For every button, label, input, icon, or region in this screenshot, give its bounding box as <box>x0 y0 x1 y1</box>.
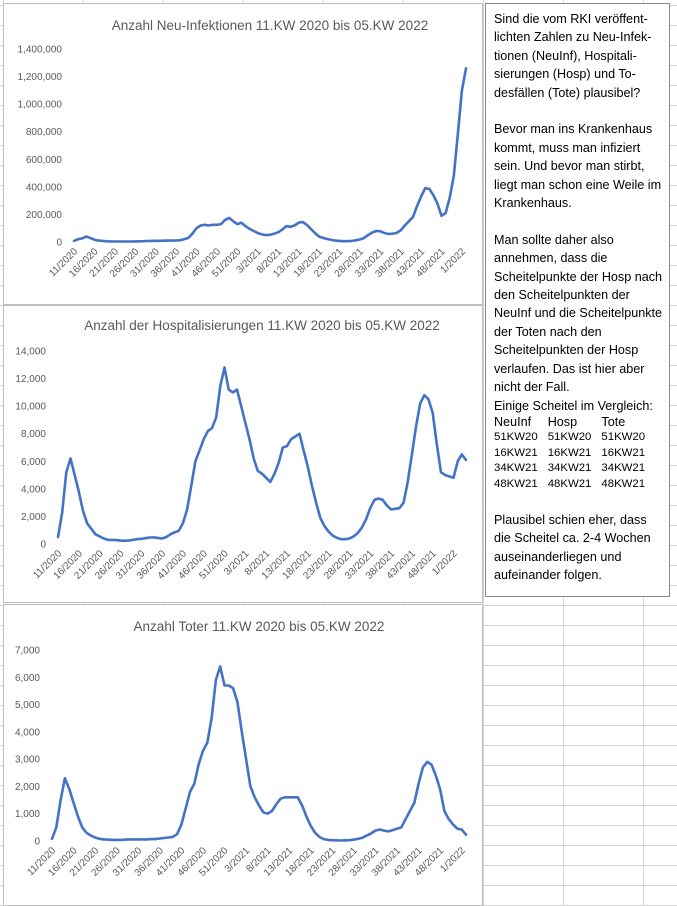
chart-title: Anzahl der Hospitalisierungen 11.KW 2020… <box>84 318 439 333</box>
note-conclusion: Plausibel schien eher, dass die Scheitel… <box>494 512 651 583</box>
y-tick-label: 1,400,000 <box>18 45 63 56</box>
y-tick-label: 3,000 <box>15 755 40 766</box>
peak-table-row: 48KW21 48KW21 48KW21 <box>494 477 655 493</box>
peak-cell: 48KW21 <box>601 477 646 490</box>
chart-hospitalisierungen-svg: Anzahl der Hospitalisierungen 11.KW 2020… <box>15 318 468 582</box>
x-tick-label: 1/2022 <box>438 845 468 875</box>
peak-cell: 48KW21 <box>494 477 538 490</box>
y-tick-label: 4,000 <box>15 727 40 738</box>
peak-table-row: 51KW20 51KW20 51KW20 <box>494 430 655 446</box>
peak-cell: 16KW21 <box>601 446 646 459</box>
chart-title: Anzahl Toter 11.KW 2020 bis 05.KW 2022 <box>134 619 385 634</box>
y-tick-label: 1,000 <box>15 809 40 820</box>
peak-cell: 51KW20 <box>494 431 538 444</box>
y-tick-label: 1,000,000 <box>18 100 63 111</box>
header-neuinf: NeuInf <box>494 414 532 429</box>
peak-table-row: 16KW21 16KW21 16KW21 <box>494 446 655 462</box>
peak-table-row: 34KW21 34KW21 34KW21 <box>494 461 655 477</box>
note-paragraph-2: Bevor man ins Krankenhaus kommt, muss ma… <box>494 122 662 211</box>
y-tick-label: 400,000 <box>26 182 63 193</box>
note-paragraph-1: Sind die vom RKI veröffent-lichten Zahle… <box>494 12 652 100</box>
series-line <box>50 665 468 842</box>
peak-cell: 16KW21 <box>547 446 592 459</box>
y-tick-label: 14,000 <box>15 347 46 358</box>
y-tick-label: 8,000 <box>21 429 46 440</box>
peak-cell: 34KW21 <box>494 462 538 475</box>
peak-cell: 48KW21 <box>547 477 592 490</box>
peak-comparison-table: NeuInf Hosp Tote 51KW20 51KW20 51KW20 16… <box>494 415 655 493</box>
y-tick-label: 1,200,000 <box>18 72 63 83</box>
y-tick-label: 12,000 <box>15 374 46 385</box>
peak-cell: 16KW21 <box>494 446 538 459</box>
y-tick-label: 6,000 <box>21 457 46 468</box>
peak-cell: 34KW21 <box>601 462 646 475</box>
y-tick-label: 2,000 <box>15 782 40 793</box>
y-tick-label: 5,000 <box>15 700 40 711</box>
y-tick-label: 6,000 <box>15 673 40 684</box>
y-tick-label: 10,000 <box>15 402 46 413</box>
y-tick-label: 600,000 <box>26 155 63 166</box>
y-tick-label: 0 <box>56 238 62 249</box>
y-tick-label: 0 <box>40 540 46 551</box>
chart-hospitalisierungen[interactable]: Anzahl der Hospitalisierungen 11.KW 2020… <box>3 305 483 603</box>
chart-tote[interactable]: Anzahl Toter 11.KW 2020 bis 05.KW 2022 0 1… <box>3 604 483 906</box>
peak-table-header: NeuInf Hosp Tote <box>494 415 655 431</box>
y-tick-label: 200,000 <box>26 210 63 221</box>
chart-tote-svg: Anzahl Toter 11.KW 2020 bis 05.KW 2022 0 1… <box>15 619 468 879</box>
series-line <box>56 366 468 543</box>
note-paragraph-3: Man sollte daher also annehmen, dass die… <box>494 232 663 395</box>
explanation-textbox[interactable]: Sind die vom RKI veröffent-lichten Zahle… <box>485 3 670 597</box>
y-tick-label: 0 <box>34 837 40 848</box>
compare-intro: Einige Scheitel im Vergleich: <box>494 398 653 413</box>
header-hosp: Hosp <box>547 414 578 429</box>
series-line <box>72 67 468 243</box>
y-tick-label: 2,000 <box>21 512 46 523</box>
peak-cell: 51KW20 <box>547 431 592 444</box>
peak-cell: 34KW21 <box>547 462 592 475</box>
y-tick-label: 7,000 <box>15 646 40 657</box>
y-tick-label: 4,000 <box>21 484 46 495</box>
chart-neuinfektionen[interactable]: Anzahl Neu-Infektionen 11.KW 2020 bis 05… <box>3 3 483 305</box>
peak-cell: 51KW20 <box>601 431 646 444</box>
chart-neuinfektionen-svg: Anzahl Neu-Infektionen 11.KW 2020 bis 05… <box>18 18 469 280</box>
y-tick-label: 800,000 <box>26 127 63 138</box>
header-tote: Tote <box>601 414 626 429</box>
chart-title: Anzahl Neu-Infektionen 11.KW 2020 bis 05… <box>112 18 428 33</box>
